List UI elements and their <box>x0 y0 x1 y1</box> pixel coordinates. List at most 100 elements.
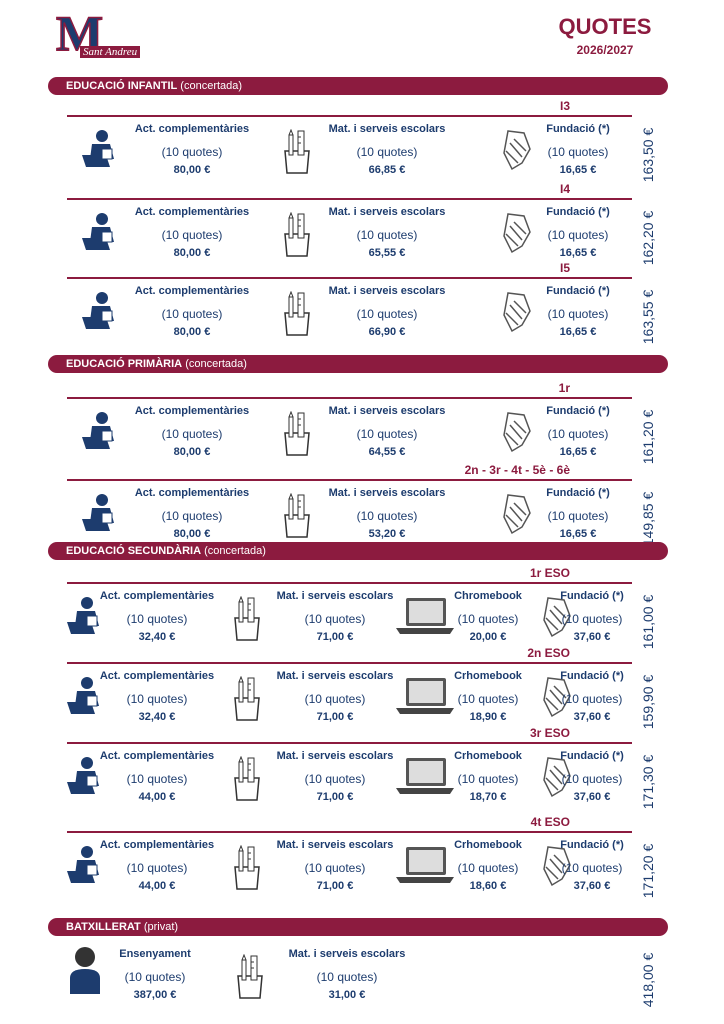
item-name: Ensenyament <box>119 948 191 960</box>
item-name: Crhomebook <box>454 750 522 762</box>
group-label: 1r ESO <box>529 566 570 580</box>
section-bar: EDUCACIÓ PRIMÀRIA (concertada) <box>48 355 668 373</box>
item-amount: 16,65 € <box>559 326 597 338</box>
section-title: EDUCACIÓ SECUNDÀRIA <box>66 545 202 557</box>
item-count: (10 quotes) <box>561 772 623 786</box>
section-subtitle: (concertada) <box>204 545 266 557</box>
item-amount: 387,00 € <box>133 989 177 1001</box>
section-subtitle: (privat) <box>143 921 179 933</box>
item-name: Mat. i serveis escolars <box>328 487 446 499</box>
section-bar: EDUCACIÓ INFANTIL (concertada) <box>48 77 668 95</box>
section-subtitle: (concertada) <box>180 80 243 92</box>
item-amount: 71,00 € <box>316 711 354 723</box>
item-amount: 18,90 € <box>469 711 507 723</box>
icon-person <box>68 946 102 1001</box>
item-amount: 71,00 € <box>316 631 354 643</box>
item-count: (10 quotes) <box>547 307 609 321</box>
item-count: (10 quotes) <box>547 228 609 242</box>
item-amount: 37,60 € <box>573 631 611 643</box>
item-name: Mat. i serveis escolars <box>328 123 446 135</box>
group-label: 4t ESO <box>530 815 570 829</box>
item-count: (10 quotes) <box>304 612 366 626</box>
group-label: 3r ESO <box>529 726 570 740</box>
item-count: (10 quotes) <box>457 772 519 786</box>
item-name: Act. complementàries <box>134 487 250 499</box>
group-rule <box>67 198 632 200</box>
icon-pencil <box>235 953 265 1005</box>
group-label: I5 <box>559 261 570 275</box>
item-amount: 66,90 € <box>368 326 406 338</box>
item-count: (10 quotes) <box>457 861 519 875</box>
section-title: EDUCACIÓ PRIMÀRIA <box>66 358 183 370</box>
icon-pencil <box>232 844 262 896</box>
item-amount: 18,60 € <box>469 880 507 892</box>
title: QUOTES <box>558 14 652 39</box>
item-count: (10 quotes) <box>547 427 609 441</box>
item-name: Act. complementàries <box>99 839 215 851</box>
item-amount: 32,40 € <box>138 711 176 723</box>
section-bar: EDUCACIÓ SECUNDÀRIA (concertada) <box>48 542 668 560</box>
group-rule <box>67 662 632 664</box>
item-count: (10 quotes) <box>124 970 186 984</box>
item-name: Act. complementàries <box>99 750 215 762</box>
item-name: Fundació (*) <box>546 206 610 218</box>
item-count: (10 quotes) <box>126 692 188 706</box>
icon-student <box>80 493 120 538</box>
item-count: (10 quotes) <box>561 861 623 875</box>
logo: M Sant Andreu <box>52 4 144 64</box>
group-rule <box>67 479 632 481</box>
item-count: (10 quotes) <box>356 427 418 441</box>
icon-student <box>65 596 105 641</box>
group-rule <box>67 742 632 744</box>
item-count: (10 quotes) <box>356 307 418 321</box>
item-amount: 20,00 € <box>469 631 507 643</box>
item-count: (10 quotes) <box>161 509 223 523</box>
icon-pencil <box>282 410 312 462</box>
item-count: (10 quotes) <box>457 692 519 706</box>
icon-pencil <box>282 492 312 544</box>
item-count: (10 quotes) <box>561 612 623 626</box>
item-amount: 32,40 € <box>138 631 176 643</box>
group-rule <box>67 831 632 833</box>
item-name: Act. complementàries <box>134 123 250 135</box>
item-amount: 71,00 € <box>316 880 354 892</box>
item-count: (10 quotes) <box>547 509 609 523</box>
item-amount: 53,20 € <box>368 528 406 540</box>
icon-pencil <box>282 290 312 342</box>
item-count: (10 quotes) <box>356 228 418 242</box>
group-rule <box>67 397 632 399</box>
group-label: I4 <box>559 182 570 196</box>
item-name: Fundació (*) <box>560 839 624 851</box>
item-name: Act. complementàries <box>99 670 215 682</box>
item-count: (10 quotes) <box>561 692 623 706</box>
item-name: Chromebook <box>454 590 522 602</box>
icon-pencil <box>232 595 262 647</box>
icon-student <box>65 845 105 890</box>
icon-laptop <box>392 756 458 801</box>
group-label: 2n - 3r - 4t - 5è - 6è <box>464 463 570 477</box>
item-name: Mat. i serveis escolars <box>328 206 446 218</box>
item-name: Mat. i serveis escolars <box>276 670 394 682</box>
group-total: 418,00 € <box>640 952 656 1008</box>
item-name: Crhomebook <box>454 670 522 682</box>
icon-pencil <box>232 755 262 807</box>
icon-student <box>65 676 105 721</box>
item-name: Mat. i serveis escolars <box>328 285 446 297</box>
item-amount: 80,00 € <box>173 247 211 259</box>
year: 2026/2027 <box>576 43 634 57</box>
icon-student <box>80 129 120 174</box>
item-name: Mat. i serveis escolars <box>328 405 446 417</box>
item-name: Act. complementàries <box>134 285 250 297</box>
item-amount: 37,60 € <box>573 711 611 723</box>
icon-student <box>80 411 120 456</box>
item-name: Fundació (*) <box>560 590 624 602</box>
item-count: (10 quotes) <box>126 612 188 626</box>
item-name: Fundació (*) <box>560 670 624 682</box>
item-amount: 16,65 € <box>559 528 597 540</box>
item-name: Fundació (*) <box>560 750 624 762</box>
group-rule <box>67 582 632 584</box>
item-amount: 71,00 € <box>316 791 354 803</box>
item-amount: 64,55 € <box>368 446 406 458</box>
item-count: (10 quotes) <box>547 145 609 159</box>
